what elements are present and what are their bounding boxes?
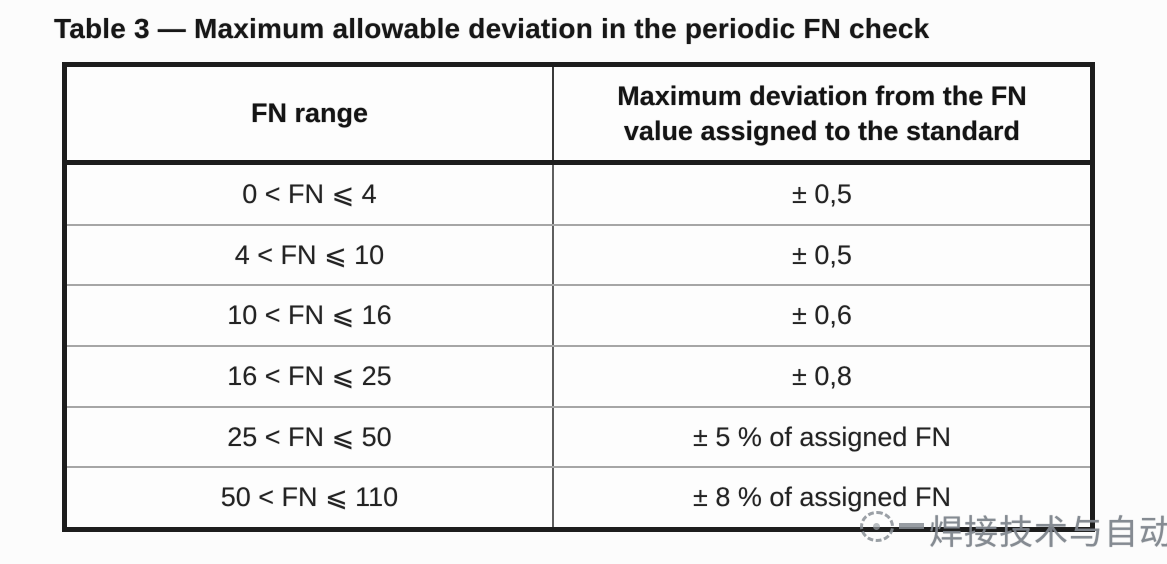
table-row: 25 < FN ⩽ 50 ± 5 % of assigned FN [67,405,1090,467]
table-header-row: FN range Maximum deviation from the FN v… [67,67,1090,165]
fn-range-value: 16 < FN ⩽ 25 [227,360,392,391]
deviation-value: ± 0,8 [792,360,852,391]
cell-fn-range: 4 < FN ⩽ 10 [67,225,554,285]
cell-deviation: ± 0,5 [554,165,1090,224]
fn-range-value: 25 < FN ⩽ 50 [227,421,392,452]
header-fn-range-label: FN range [250,98,368,128]
cell-deviation: ± 8 % of assigned FN [554,468,1090,527]
header-deviation-line2: value assigned to the standard [623,115,1021,146]
table-row: 4 < FN ⩽ 10 ± 0,5 [67,223,1090,285]
cell-fn-range: 10 < FN ⩽ 16 [67,286,554,346]
watermark-dash [899,523,924,529]
watermark-logo-dot [873,523,880,530]
watermark-logo-icon [860,511,894,542]
table-row: 16 < FN ⩽ 25 ± 0,8 [67,345,1090,406]
deviation-value: ± 8 % of assigned FN [693,482,951,513]
fn-deviation-table: FN range Maximum deviation from the FN v… [62,62,1095,532]
header-deviation-line1: Maximum deviation from the FN [617,80,1027,111]
header-cell-fn-range: FN range [67,67,554,160]
cell-fn-range: 25 < FN ⩽ 50 [67,407,554,467]
fn-range-value: 10 < FN ⩽ 16 [227,300,392,331]
cell-deviation: ± 0,8 [554,347,1090,406]
table-row: 50 < FN ⩽ 110 ± 8 % of assigned FN [67,466,1090,528]
watermark-text: 焊接技术与自动化 [929,514,1167,552]
cell-fn-range: 50 < FN ⩽ 110 [67,468,554,528]
cell-deviation: ± 0,5 [554,226,1090,285]
fn-range-value: 4 < FN ⩽ 10 [234,239,385,270]
cell-fn-range: 16 < FN ⩽ 25 [67,347,554,406]
cell-deviation: ± 0,6 [554,286,1090,345]
cell-fn-range: 0 < FN ⩽ 4 [67,165,554,224]
table-row: 0 < FN ⩽ 4 ± 0,5 [67,165,1090,224]
deviation-value: ± 0,5 [792,178,852,209]
fn-range-value: 0 < FN ⩽ 4 [242,178,377,209]
cell-deviation: ± 5 % of assigned FN [554,408,1090,467]
table-caption: Table 3 — Maximum allowable deviation in… [54,13,930,44]
deviation-value: ± 0,5 [792,239,852,270]
header-cell-max-deviation: Maximum deviation from the FN value assi… [554,67,1090,160]
table-row: 10 < FN ⩽ 16 ± 0,6 [67,284,1090,346]
fn-range-value: 50 < FN ⩽ 110 [220,482,399,513]
deviation-value: ± 5 % of assigned FN [693,421,951,452]
deviation-value: ± 0,6 [792,300,852,331]
